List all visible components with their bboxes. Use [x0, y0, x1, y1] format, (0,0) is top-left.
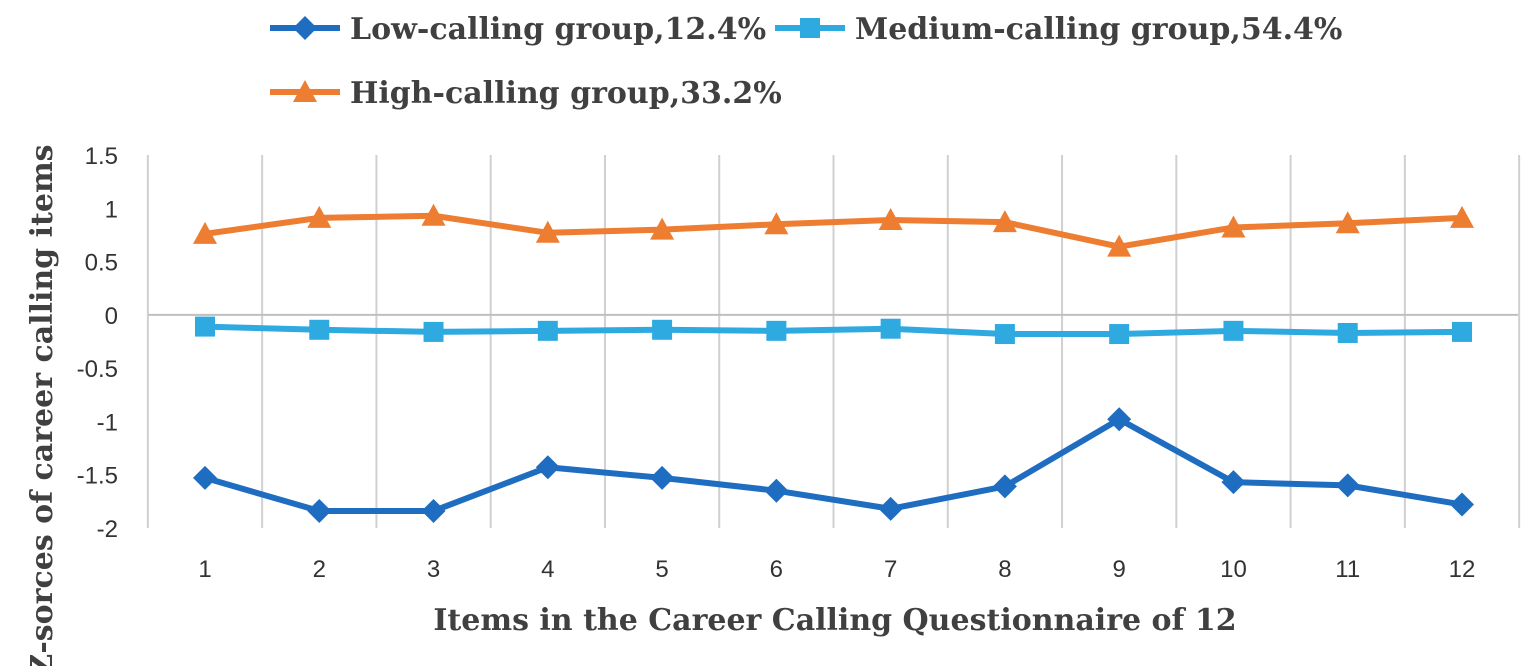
data-point: [421, 203, 446, 226]
series-line: [204, 323, 1463, 338]
legend-label: High-calling group,33.2%: [350, 76, 782, 111]
data-point: [1335, 473, 1360, 498]
x-tick-label: 5: [655, 556, 668, 583]
x-tick-label: 7: [884, 556, 897, 583]
data-point: [423, 321, 444, 342]
y-tick-label: 0: [105, 303, 118, 330]
data-point: [307, 498, 332, 523]
y-tick-label: -0.5: [77, 356, 118, 383]
y-tick-label: -1.5: [77, 463, 118, 490]
legend-label: Low-calling group,12.4%: [350, 12, 766, 47]
data-point: [992, 210, 1017, 233]
series-line: [204, 416, 1463, 514]
series-2: [195, 316, 1472, 345]
data-point: [1337, 322, 1358, 343]
legend-item: Low-calling group,12.4%: [270, 12, 766, 47]
data-point: [764, 212, 789, 235]
data-point: [1107, 407, 1132, 432]
x-tick-label: 10: [1220, 556, 1247, 583]
data-point: [193, 465, 217, 490]
y-tick-label: 1: [105, 196, 118, 223]
series-1: [193, 407, 1474, 523]
x-tick-label: 2: [313, 556, 326, 583]
y-tick-label: 1.5: [85, 143, 118, 170]
legend-marker: [293, 80, 317, 102]
data-point: [1221, 215, 1246, 238]
series-line: [204, 212, 1463, 250]
x-tick-label: 1: [198, 556, 211, 583]
data-point: [652, 319, 673, 340]
data-point: [1107, 234, 1132, 257]
y-axis-ticks: 1.5 1 0.5 0 -0.5 -1 -1.5 -2: [77, 143, 118, 543]
x-tick-label: 12: [1449, 556, 1476, 583]
data-point: [1452, 321, 1472, 342]
y-tick-label: -2: [97, 516, 118, 543]
grid-lines: [146, 155, 1521, 528]
y-axis-title: Z-sorces of career calling items: [25, 144, 60, 666]
legend-item: High-calling group,33.2%: [270, 76, 782, 111]
data-point: [537, 320, 558, 341]
data-point: [766, 320, 787, 341]
data-point: [535, 220, 560, 243]
data-point: [535, 455, 560, 480]
data-point: [880, 318, 901, 339]
x-axis-ticks: 1 2 3 4 5 6 7 8 9 10 11 12: [198, 556, 1475, 583]
data-point: [1223, 320, 1244, 341]
y-tick-label: -1: [97, 409, 118, 436]
x-axis-title: Items in the Career Calling Questionnair…: [433, 603, 1236, 638]
data-point: [193, 221, 217, 244]
data-point: [421, 498, 446, 523]
x-tick-label: 9: [1113, 556, 1126, 583]
data-point: [1450, 492, 1474, 517]
data-point: [1335, 211, 1360, 234]
legend-item: Medium-calling group,54.4%: [775, 12, 1342, 47]
legend: Low-calling group,12.4% Medium-calling gr…: [270, 12, 1342, 111]
y-tick-label: 0.5: [85, 250, 118, 277]
series-group: [193, 203, 1474, 523]
data-point: [878, 208, 903, 231]
x-tick-label: 3: [427, 556, 440, 583]
data-point: [1450, 205, 1474, 228]
data-point: [1221, 470, 1246, 495]
data-point: [1109, 324, 1130, 345]
legend-label: Medium-calling group,54.4%: [855, 12, 1342, 47]
data-point: [307, 205, 332, 228]
data-point: [195, 316, 215, 337]
x-tick-label: 8: [998, 556, 1011, 583]
data-point: [650, 217, 675, 240]
data-point: [764, 478, 789, 503]
data-point: [309, 319, 330, 340]
x-tick-label: 4: [541, 556, 554, 583]
data-point: [878, 496, 903, 521]
series-3: [193, 203, 1474, 257]
data-point: [992, 474, 1017, 499]
data-point: [994, 324, 1015, 345]
x-tick-label: 11: [1335, 556, 1360, 583]
legend-marker: [800, 18, 820, 38]
data-point: [650, 465, 675, 490]
x-tick-label: 6: [770, 556, 783, 583]
legend-marker: [293, 16, 317, 40]
